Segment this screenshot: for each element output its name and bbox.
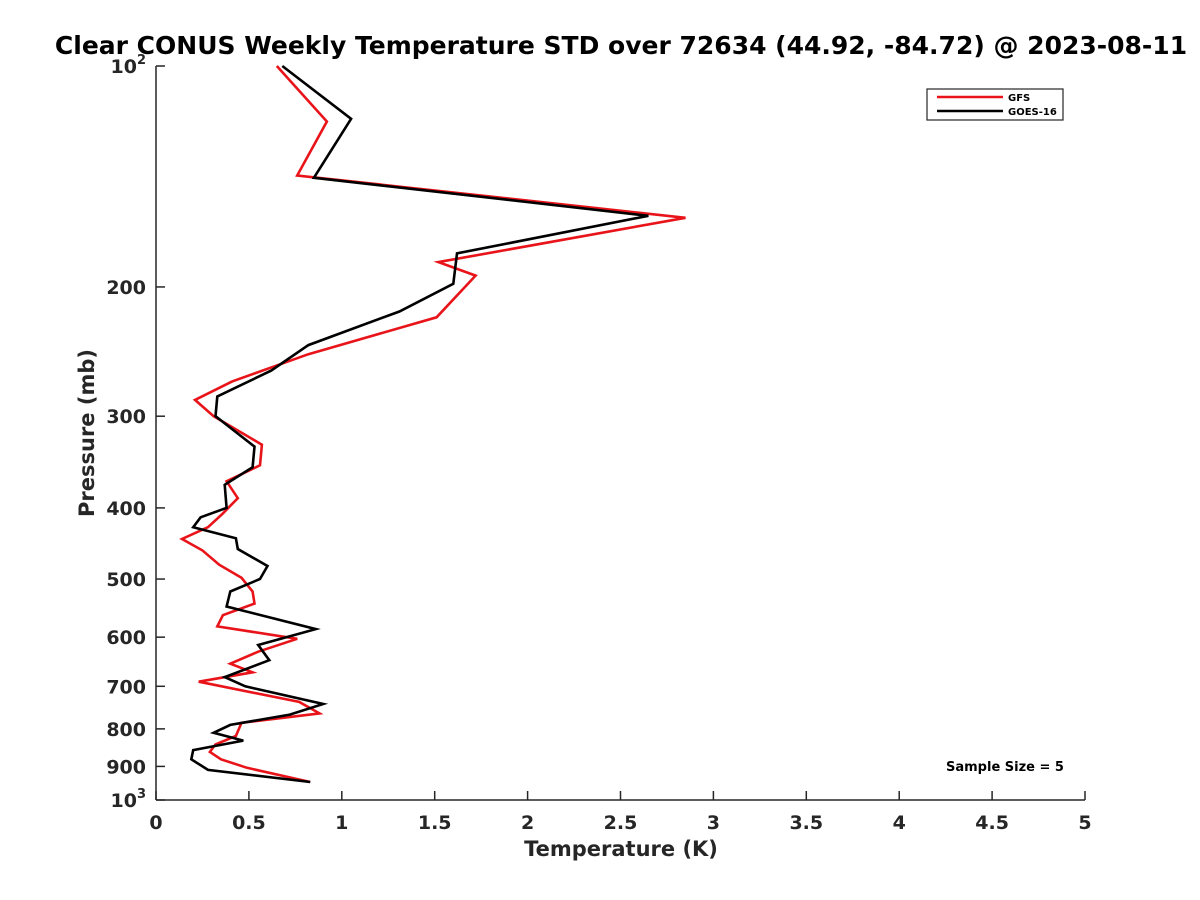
x-axis-ticks: 0 0.5 1 1.5 2 2.5 3 3.5 4 4.5 5 (149, 791, 1092, 834)
y-axis-label: Pressure (mb) (75, 349, 99, 517)
x-tick-label: 1 (335, 812, 348, 834)
x-tick-label: 1.5 (418, 812, 452, 834)
x-tick-label: 0.5 (232, 812, 266, 834)
chart-title: Clear CONUS Weekly Temperature STD over … (55, 31, 1187, 60)
x-tick-label: 5 (1078, 812, 1091, 834)
legend-label-goes16: GOES-16 (1008, 107, 1057, 118)
sample-size-annotation: Sample Size = 5 (946, 760, 1064, 775)
y-tick-label: 600 (106, 627, 146, 649)
y-tick-label: 200 (106, 277, 146, 299)
y-tick-label: 400 (106, 498, 146, 520)
x-tick-label: 2.5 (604, 812, 638, 834)
y-tick-label: 300 (106, 406, 146, 428)
x-axis-label: Temperature (K) (524, 837, 718, 861)
y-tick-label: 900 (106, 756, 146, 778)
x-tick-label: 3.5 (789, 812, 823, 834)
series-line-goes16 (189, 64, 649, 784)
y-tick-label: 800 (106, 719, 146, 741)
legend-label-gfs: GFS (1008, 93, 1030, 104)
x-tick-label: 4 (893, 812, 906, 834)
x-tick-label: 2 (521, 812, 534, 834)
series-layer (179, 64, 686, 784)
y-tick-label: 500 (106, 569, 146, 591)
y-tick-label: 700 (106, 676, 146, 698)
x-tick-label: 3 (707, 812, 720, 834)
legend-box (926, 88, 1064, 121)
x-tick-label: 4.5 (975, 812, 1009, 834)
x-tick-label: 0 (149, 812, 162, 834)
legend: GFS GOES-16 (926, 88, 1064, 121)
